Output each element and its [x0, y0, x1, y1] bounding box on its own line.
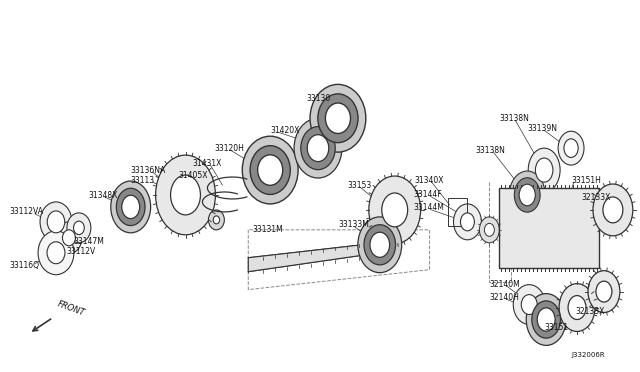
Text: 33138N: 33138N: [476, 145, 506, 155]
Ellipse shape: [116, 188, 145, 225]
Text: 31340X: 31340X: [415, 176, 444, 185]
Text: 31431X: 31431X: [193, 158, 222, 167]
Text: 33138N: 33138N: [499, 114, 529, 123]
Polygon shape: [248, 243, 388, 272]
Text: 32140M: 32140M: [490, 280, 520, 289]
Ellipse shape: [310, 84, 366, 152]
Ellipse shape: [509, 171, 545, 219]
Ellipse shape: [528, 148, 560, 192]
Ellipse shape: [526, 294, 566, 346]
Ellipse shape: [460, 213, 474, 231]
Ellipse shape: [56, 222, 82, 254]
Ellipse shape: [479, 217, 499, 243]
Text: 31420X: 31420X: [270, 126, 300, 135]
Text: 33112VA: 33112VA: [9, 208, 43, 217]
Ellipse shape: [588, 271, 620, 312]
Ellipse shape: [364, 225, 396, 265]
Ellipse shape: [209, 210, 225, 230]
Text: 33151H: 33151H: [571, 176, 601, 185]
Text: 33153: 33153: [348, 180, 372, 189]
Ellipse shape: [532, 301, 561, 338]
Ellipse shape: [382, 193, 408, 227]
Ellipse shape: [603, 197, 623, 223]
Text: 33130: 33130: [306, 94, 330, 103]
Ellipse shape: [307, 135, 329, 161]
Text: 33112V: 33112V: [66, 247, 95, 256]
Ellipse shape: [536, 158, 553, 182]
Text: 33113: 33113: [131, 176, 155, 185]
Text: 33144M: 33144M: [413, 203, 445, 212]
Text: 33147M: 33147M: [73, 237, 104, 246]
Ellipse shape: [564, 139, 578, 157]
Ellipse shape: [38, 231, 74, 275]
Ellipse shape: [519, 184, 535, 206]
Text: 33131M: 33131M: [252, 225, 283, 234]
Ellipse shape: [593, 184, 633, 236]
Text: 33144F: 33144F: [413, 190, 442, 199]
Ellipse shape: [258, 155, 283, 185]
Ellipse shape: [294, 118, 342, 178]
Text: 33136NA: 33136NA: [131, 166, 166, 174]
Text: FRONT: FRONT: [56, 299, 86, 318]
Ellipse shape: [63, 230, 76, 246]
Ellipse shape: [243, 136, 298, 204]
Text: 33133M: 33133M: [338, 220, 369, 230]
Ellipse shape: [47, 242, 65, 264]
Ellipse shape: [74, 221, 84, 235]
Ellipse shape: [67, 213, 91, 243]
Ellipse shape: [318, 94, 358, 142]
Ellipse shape: [358, 217, 402, 273]
Ellipse shape: [454, 204, 481, 240]
Ellipse shape: [596, 281, 612, 302]
Text: 33120H: 33120H: [214, 144, 244, 153]
Ellipse shape: [515, 178, 540, 212]
Text: 33151: 33151: [544, 323, 568, 332]
Ellipse shape: [484, 223, 494, 236]
Bar: [447, 198, 467, 226]
Ellipse shape: [40, 202, 72, 242]
Ellipse shape: [558, 131, 584, 165]
Text: 33139N: 33139N: [527, 124, 557, 133]
Bar: [499, 188, 599, 268]
Ellipse shape: [370, 232, 390, 257]
Ellipse shape: [513, 285, 545, 324]
Ellipse shape: [568, 296, 586, 320]
Ellipse shape: [171, 175, 200, 215]
Text: 31405X: 31405X: [179, 170, 208, 180]
Text: 32133X: 32133X: [581, 193, 611, 202]
Ellipse shape: [521, 295, 537, 314]
Ellipse shape: [537, 308, 555, 331]
Ellipse shape: [213, 216, 220, 224]
Ellipse shape: [301, 126, 335, 170]
Ellipse shape: [156, 155, 216, 235]
Ellipse shape: [325, 103, 351, 134]
Ellipse shape: [47, 211, 65, 233]
Ellipse shape: [559, 283, 595, 331]
Ellipse shape: [369, 176, 420, 244]
Text: 32133X: 32133X: [575, 307, 604, 316]
Text: J332006R: J332006R: [571, 352, 605, 358]
Text: 31348X: 31348X: [89, 192, 118, 201]
Text: 33116Q: 33116Q: [9, 261, 39, 270]
Ellipse shape: [111, 181, 150, 233]
Ellipse shape: [250, 146, 291, 195]
Text: 32140H: 32140H: [490, 293, 519, 302]
Ellipse shape: [122, 195, 140, 219]
